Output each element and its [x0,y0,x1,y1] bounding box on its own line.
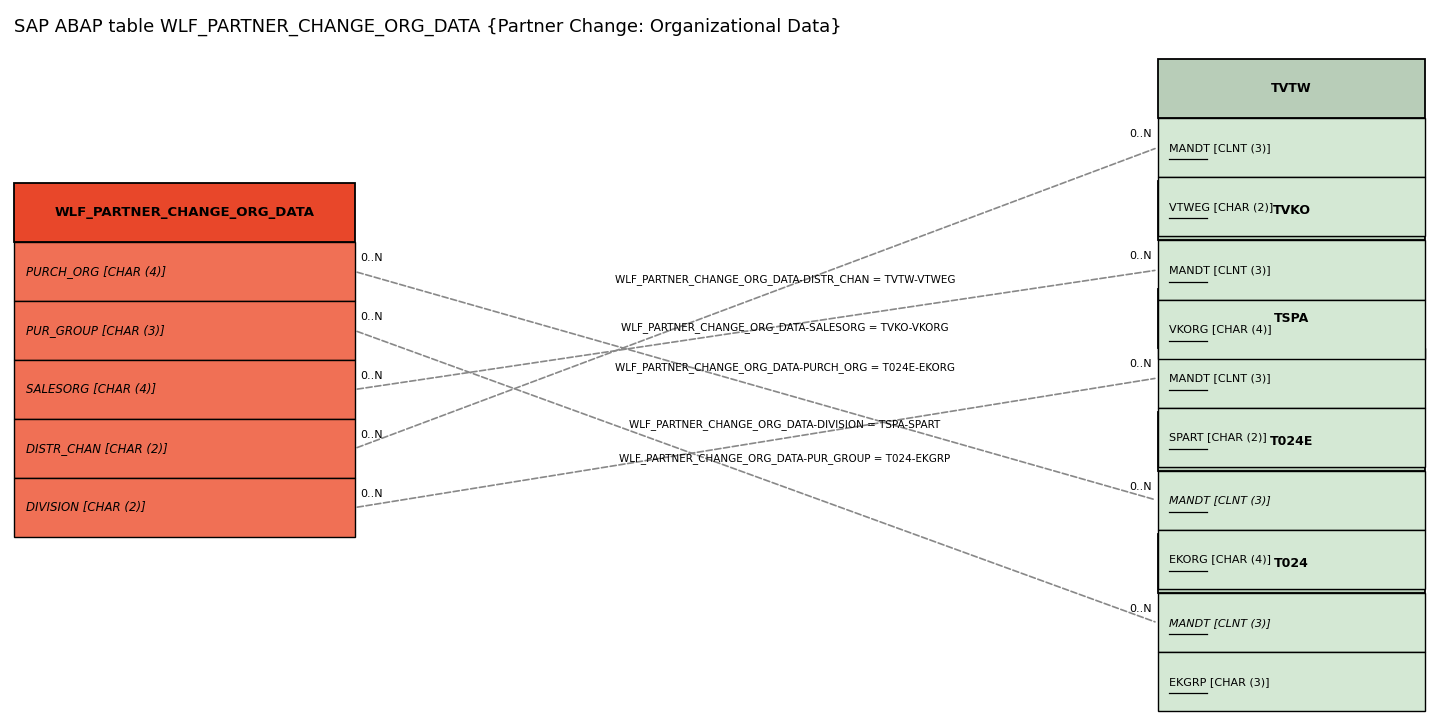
Text: MANDT [CLNT (3)]: MANDT [CLNT (3)] [1169,495,1270,505]
Text: DIVISION [CHAR (2)]: DIVISION [CHAR (2)] [26,501,146,514]
FancyBboxPatch shape [1158,289,1425,348]
FancyBboxPatch shape [1158,530,1425,589]
Text: WLF_PARTNER_CHANGE_ORG_DATA-PUR_GROUP = T024-EKGRP: WLF_PARTNER_CHANGE_ORG_DATA-PUR_GROUP = … [619,453,951,464]
Text: WLF_PARTNER_CHANGE_ORG_DATA-DIVISION = TSPA-SPART: WLF_PARTNER_CHANGE_ORG_DATA-DIVISION = T… [629,419,941,430]
FancyBboxPatch shape [14,301,355,360]
Text: TSPA: TSPA [1273,312,1310,325]
Text: MANDT [CLNT (3)]: MANDT [CLNT (3)] [1169,618,1270,628]
Text: MANDT [CLNT (3)]: MANDT [CLNT (3)] [1169,143,1270,153]
FancyBboxPatch shape [1158,471,1425,530]
FancyBboxPatch shape [1158,412,1425,471]
Text: MANDT [CLNT (3)]: MANDT [CLNT (3)] [1169,373,1270,383]
Text: SPART [CHAR (2)]: SPART [CHAR (2)] [1169,432,1268,442]
FancyBboxPatch shape [1158,177,1425,236]
Text: PUR_GROUP [CHAR (3)]: PUR_GROUP [CHAR (3)] [26,324,165,337]
Text: 0..N: 0..N [1129,359,1152,369]
FancyBboxPatch shape [1158,240,1425,300]
Text: 0..N: 0..N [1129,482,1152,492]
Text: 0..N: 0..N [1129,604,1152,614]
Text: TVKO: TVKO [1272,204,1311,217]
Text: 0..N: 0..N [360,312,383,322]
Text: 0..N: 0..N [1129,129,1152,139]
Text: MANDT [CLNT (3)]: MANDT [CLNT (3)] [1169,265,1270,275]
Text: T024: T024 [1273,557,1310,570]
Text: T024E: T024E [1270,435,1312,448]
Text: WLF_PARTNER_CHANGE_ORG_DATA: WLF_PARTNER_CHANGE_ORG_DATA [55,206,314,219]
FancyBboxPatch shape [14,478,355,537]
FancyBboxPatch shape [1158,181,1425,240]
Text: PURCH_ORG [CHAR (4)]: PURCH_ORG [CHAR (4)] [26,265,166,278]
FancyBboxPatch shape [14,360,355,419]
Text: EKGRP [CHAR (3)]: EKGRP [CHAR (3)] [1169,677,1269,687]
Text: SALESORG [CHAR (4)]: SALESORG [CHAR (4)] [26,383,156,396]
Text: EKORG [CHAR (4)]: EKORG [CHAR (4)] [1169,554,1270,564]
Text: 0..N: 0..N [360,371,383,381]
FancyBboxPatch shape [1158,300,1425,359]
Text: VTWEG [CHAR (2)]: VTWEG [CHAR (2)] [1169,202,1273,212]
Text: VKORG [CHAR (4)]: VKORG [CHAR (4)] [1169,324,1272,334]
FancyBboxPatch shape [14,419,355,478]
Text: WLF_PARTNER_CHANGE_ORG_DATA-SALESORG = TVKO-VKORG: WLF_PARTNER_CHANGE_ORG_DATA-SALESORG = T… [621,323,949,333]
FancyBboxPatch shape [1158,59,1425,118]
FancyBboxPatch shape [1158,534,1425,593]
FancyBboxPatch shape [1158,652,1425,711]
FancyBboxPatch shape [14,183,355,242]
Text: 0..N: 0..N [360,430,383,440]
Text: 0..N: 0..N [1129,251,1152,261]
Text: WLF_PARTNER_CHANGE_ORG_DATA-PURCH_ORG = T024E-EKORG: WLF_PARTNER_CHANGE_ORG_DATA-PURCH_ORG = … [615,362,955,373]
Text: DISTR_CHAN [CHAR (2)]: DISTR_CHAN [CHAR (2)] [26,442,168,455]
Text: TVTW: TVTW [1270,82,1312,95]
FancyBboxPatch shape [1158,348,1425,408]
Text: 0..N: 0..N [360,489,383,499]
Text: 0..N: 0..N [360,253,383,263]
Text: WLF_PARTNER_CHANGE_ORG_DATA-DISTR_CHAN = TVTW-VTWEG: WLF_PARTNER_CHANGE_ORG_DATA-DISTR_CHAN =… [615,274,955,285]
FancyBboxPatch shape [1158,118,1425,177]
FancyBboxPatch shape [14,242,355,301]
FancyBboxPatch shape [1158,408,1425,467]
FancyBboxPatch shape [1158,593,1425,652]
Text: SAP ABAP table WLF_PARTNER_CHANGE_ORG_DATA {Partner Change: Organizational Data}: SAP ABAP table WLF_PARTNER_CHANGE_ORG_DA… [14,18,842,36]
